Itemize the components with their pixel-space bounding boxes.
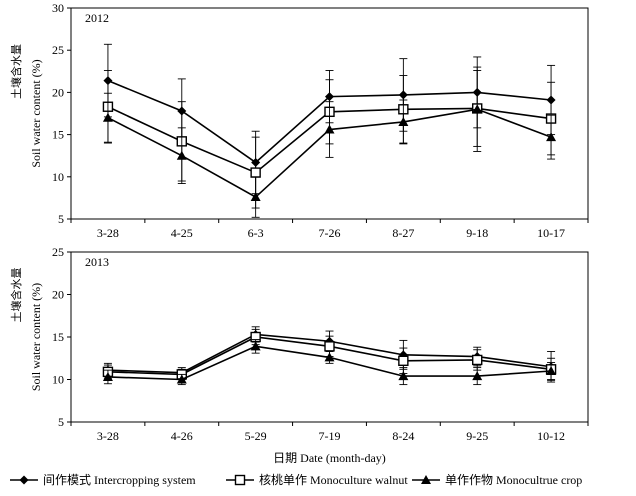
y-tick-label: 5 [58,212,64,226]
x-tick-label: 8-27 [392,226,414,240]
y-axis-label-en: Soil water content (%) [29,59,43,167]
y-tick-label: 15 [52,128,64,142]
y-tick-label: 30 [52,1,64,15]
x-tick-label: 9-25 [466,429,488,443]
data-point-triangle [176,150,187,160]
y-tick-label: 15 [52,330,64,344]
data-point-triangle [398,116,409,126]
x-tick-label: 3-28 [97,429,119,443]
data-point-triangle [250,341,261,351]
x-tick-label: 7-26 [319,226,341,240]
data-point-triangle [546,366,557,375]
y-tick-label: 25 [52,43,64,57]
data-point-square [398,355,409,366]
legend-label-triangle: 单作作物 Monocultrue crop [445,473,582,487]
data-point-square [250,167,261,178]
y-tick-label: 10 [52,170,64,184]
legend-marker-square [234,474,246,486]
x-tick-label: 8-24 [392,429,414,443]
y-tick-label: 25 [52,245,64,259]
data-point-triangle [324,352,335,362]
data-point-triangle [472,371,483,381]
data-point-square [472,354,483,366]
legend-marker-triangle [421,475,431,484]
x-tick-label: 4-26 [171,429,193,443]
y-tick-label: 10 [52,373,64,387]
x-tick-label: 9-18 [466,226,488,240]
x-tick-label: 7-19 [319,429,341,443]
data-point-triangle [250,192,261,202]
x-axis-label: 日期 Date (month-day) [273,451,386,465]
panel-label: 2012 [85,11,109,25]
x-tick-label: 10-17 [537,226,565,240]
y-tick-label: 20 [52,85,64,99]
x-tick-label: 3-28 [97,226,119,240]
x-tick-label: 4-25 [171,226,193,240]
data-point-triangle [546,132,557,142]
data-point-triangle [176,374,187,384]
y-tick-label: 5 [58,415,64,429]
x-tick-label: 10-12 [537,429,565,443]
data-point-triangle [102,371,113,381]
legend-label-square: 核桃单作 Monoculture walnut [259,472,408,487]
y-axis-label-cn: 土壤含水量 [9,268,23,323]
legend-marker-diamond [19,475,29,485]
data-point-triangle [324,124,335,134]
y-tick-label: 20 [52,288,64,302]
plot-frame-2012 [70,7,589,220]
data-point-triangle [472,104,483,114]
x-tick-label: 6-3 [248,226,264,240]
x-tick-label: 5-29 [245,429,267,443]
data-point-square [324,341,335,352]
y-axis-label-cn: 土壤含水量 [9,44,23,99]
panel-label: 2013 [85,255,109,269]
y-axis-label-en: Soil water content (%) [29,283,43,391]
data-point-triangle [102,112,113,122]
data-point-triangle [398,371,409,381]
legend-label-diamond: 间作模式 Intercropping system [43,473,196,487]
